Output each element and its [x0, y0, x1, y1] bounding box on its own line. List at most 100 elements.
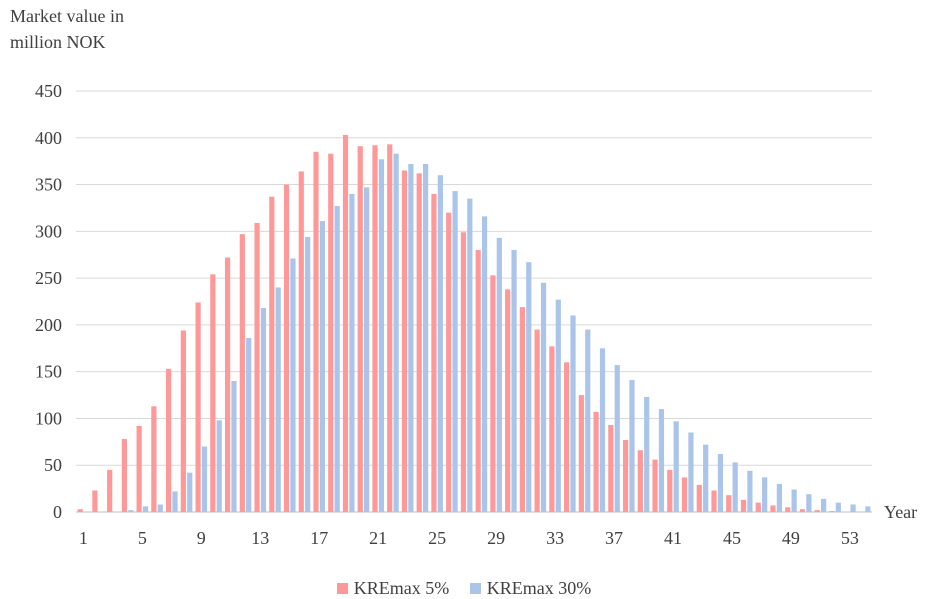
bar-series-1	[107, 469, 113, 512]
legend-label-series-2: KREmax 30%	[486, 578, 592, 598]
bar-series-2	[452, 191, 458, 513]
bar-series-1	[740, 499, 747, 512]
bar-series-2	[216, 420, 222, 512]
bar-series-1	[372, 145, 378, 513]
bar-series-2	[423, 163, 429, 512]
bar-series-2	[821, 498, 827, 512]
legend-swatch-series-2	[469, 583, 481, 594]
bar-series-1	[770, 505, 776, 512]
bar-series-2	[688, 432, 694, 512]
bar-series-1	[298, 171, 304, 513]
x-tick-label: 33	[546, 528, 564, 548]
y-tick-label: 0	[53, 502, 62, 522]
bar-series-1	[92, 490, 98, 512]
x-tick-label: 21	[369, 528, 387, 548]
bar-series-1	[431, 193, 437, 512]
bar-series-2	[673, 421, 679, 512]
bar-series-1	[652, 459, 658, 512]
x-tick-label: 37	[605, 528, 623, 548]
bar-series-1	[357, 146, 363, 512]
bar-series-2	[481, 216, 488, 512]
bar-series-2	[172, 491, 178, 512]
bar-series-2	[157, 504, 163, 512]
bar-series-2	[349, 193, 355, 512]
bar-series-2	[201, 446, 208, 512]
x-tick-label: 5	[138, 528, 147, 548]
bar-series-1	[446, 212, 452, 512]
bar-series-2	[835, 502, 841, 512]
bar-series-2	[128, 510, 134, 512]
y-tick-label: 100	[35, 408, 62, 428]
bar-series-2	[378, 159, 384, 512]
bar-series-2	[791, 489, 797, 512]
bar-series-1	[814, 510, 820, 512]
legend-item-series-1: KREmax 5%	[336, 578, 450, 599]
bar-series-1	[829, 511, 835, 512]
bar-series-1	[519, 307, 525, 512]
bar-series-2	[806, 494, 812, 512]
bar-series-2	[747, 470, 753, 512]
bar-series-1	[755, 502, 761, 512]
bar-series-2	[703, 444, 709, 512]
bar-series-1	[166, 368, 172, 512]
bar-series-2	[142, 506, 149, 512]
bar-series-1	[210, 274, 216, 512]
bar-series-1	[151, 406, 157, 512]
y-axis-label-line-2: million NOK	[10, 32, 106, 52]
x-tick-label: 1	[79, 528, 88, 548]
bar-series-1	[342, 134, 349, 512]
bar-series-1	[681, 477, 688, 512]
bar-series-2	[526, 262, 532, 512]
bar-series-2	[319, 221, 326, 512]
bar-series-2	[570, 315, 576, 512]
bar-series-1	[475, 250, 481, 513]
bar-series-2	[629, 380, 635, 512]
y-tick-label: 450	[35, 81, 62, 101]
bar-series-1	[667, 469, 673, 512]
bar-series-2	[437, 175, 443, 512]
y-tick-label: 300	[35, 221, 62, 241]
bar-series-1	[564, 362, 570, 512]
x-tick-label: 49	[782, 528, 800, 548]
bar-series-1	[593, 411, 599, 512]
bar-series-1	[254, 222, 260, 512]
bar-series-1	[637, 450, 643, 512]
bar-series-1	[195, 302, 201, 512]
bar-series-1	[785, 507, 791, 512]
x-tick-label: 25	[428, 528, 446, 548]
bar-series-1	[578, 395, 584, 512]
bar-series-2	[658, 409, 665, 512]
y-tick-label: 350	[35, 175, 62, 195]
bar-series-2	[776, 483, 782, 512]
y-tick-label: 150	[35, 362, 62, 382]
bar-series-1	[180, 330, 186, 512]
bar-series-2	[585, 329, 591, 512]
bar-series-1	[328, 153, 334, 512]
bar-series-2	[644, 396, 650, 512]
bar-series-1	[505, 289, 511, 512]
bar-series-1	[224, 257, 231, 512]
bar-series-2	[260, 308, 267, 512]
bar-series-2	[467, 198, 473, 513]
bar-series-2	[614, 365, 620, 512]
bar-series-1	[136, 425, 142, 512]
x-tick-label: 17	[310, 528, 328, 548]
bar-series-1	[313, 151, 319, 513]
x-tick-label: 45	[723, 528, 741, 548]
bar-series-2	[334, 206, 340, 512]
bar-series-2	[187, 472, 193, 512]
bar-series-2	[865, 506, 871, 512]
bar-series-1	[726, 495, 732, 512]
legend-item-series-2: KREmax 30%	[469, 578, 592, 599]
legend-label-series-1: KREmax 5%	[353, 578, 450, 598]
x-tick-label: 53	[841, 528, 859, 548]
x-tick-label: 9	[197, 528, 206, 548]
y-tick-label: 400	[35, 128, 62, 148]
bar-series-1	[387, 144, 393, 512]
bar-series-1	[460, 232, 467, 512]
bar-series-1	[401, 170, 408, 512]
bar-series-2	[364, 187, 370, 512]
y-axis-label-line-1: Market value in	[10, 6, 124, 26]
bar-series-2	[717, 453, 724, 512]
plot-area: 0 50 100 150 200 250 300 350 400 450 1 5 9 13 17 21 25 29…	[35, 81, 917, 548]
